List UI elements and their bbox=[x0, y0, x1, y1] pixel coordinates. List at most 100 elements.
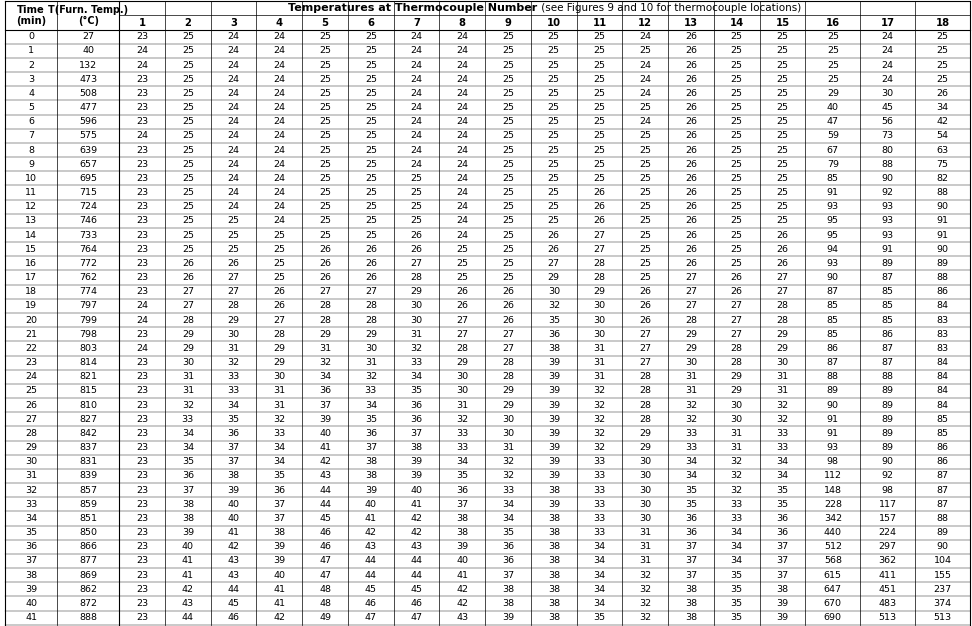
Text: 25: 25 bbox=[731, 217, 743, 225]
Text: 26: 26 bbox=[685, 188, 697, 197]
Text: 15: 15 bbox=[25, 245, 37, 254]
Text: 31: 31 bbox=[594, 372, 606, 381]
Text: 88: 88 bbox=[882, 372, 893, 381]
Text: 31: 31 bbox=[456, 401, 469, 409]
Text: 86: 86 bbox=[882, 330, 893, 339]
Text: 39: 39 bbox=[364, 486, 377, 495]
Text: 33: 33 bbox=[227, 372, 240, 381]
Text: 24: 24 bbox=[227, 160, 239, 169]
Text: 3: 3 bbox=[28, 74, 34, 84]
Text: 87: 87 bbox=[882, 273, 893, 282]
Text: 40: 40 bbox=[273, 571, 286, 580]
Text: 31: 31 bbox=[182, 386, 193, 396]
Text: 30: 30 bbox=[502, 429, 514, 438]
Text: 24: 24 bbox=[410, 89, 423, 98]
Text: 85: 85 bbox=[827, 330, 839, 339]
Text: 803: 803 bbox=[80, 344, 97, 353]
Text: 25: 25 bbox=[25, 386, 37, 396]
Text: 25: 25 bbox=[731, 259, 743, 268]
Text: 39: 39 bbox=[227, 486, 240, 495]
Text: 28: 28 bbox=[410, 273, 423, 282]
Text: 38: 38 bbox=[685, 613, 697, 622]
Text: 25: 25 bbox=[731, 131, 743, 140]
Text: 25: 25 bbox=[937, 32, 949, 41]
Text: 27: 27 bbox=[640, 344, 651, 353]
Text: 31: 31 bbox=[594, 358, 606, 367]
Text: 31: 31 bbox=[777, 372, 788, 381]
Text: 29: 29 bbox=[777, 330, 788, 339]
Text: 40: 40 bbox=[83, 46, 94, 55]
Text: 38: 38 bbox=[548, 486, 560, 495]
Text: 23: 23 bbox=[136, 457, 148, 466]
Text: 25: 25 bbox=[731, 89, 743, 98]
Text: 84: 84 bbox=[937, 301, 949, 310]
Text: 95: 95 bbox=[827, 230, 839, 240]
Text: 30: 30 bbox=[502, 415, 514, 424]
Text: 25: 25 bbox=[503, 160, 514, 169]
Text: 24: 24 bbox=[227, 131, 239, 140]
Text: 30: 30 bbox=[594, 330, 606, 339]
Text: 24: 24 bbox=[273, 145, 286, 155]
Text: 411: 411 bbox=[879, 571, 897, 580]
Text: 85: 85 bbox=[882, 301, 893, 310]
Text: 27: 27 bbox=[731, 316, 743, 325]
Text: 36: 36 bbox=[410, 415, 423, 424]
Text: 34: 34 bbox=[777, 471, 788, 481]
Text: 24: 24 bbox=[456, 74, 469, 84]
Text: 38: 38 bbox=[548, 557, 560, 565]
Text: 25: 25 bbox=[594, 46, 606, 55]
Text: 31: 31 bbox=[685, 372, 697, 381]
Text: 26: 26 bbox=[319, 245, 331, 254]
Text: 25: 25 bbox=[227, 230, 239, 240]
Text: 32: 32 bbox=[594, 429, 606, 438]
Text: 26: 26 bbox=[182, 273, 193, 282]
Text: 25: 25 bbox=[777, 89, 788, 98]
Text: 35: 35 bbox=[777, 500, 788, 509]
Text: 63: 63 bbox=[937, 145, 949, 155]
Text: 690: 690 bbox=[824, 613, 842, 622]
Text: 25: 25 bbox=[640, 103, 651, 112]
Text: 513: 513 bbox=[933, 613, 952, 622]
Text: 15: 15 bbox=[776, 18, 789, 28]
Text: 93: 93 bbox=[882, 202, 894, 211]
Text: 31: 31 bbox=[319, 344, 331, 353]
Text: 24: 24 bbox=[227, 61, 239, 69]
Text: 90: 90 bbox=[827, 273, 839, 282]
Text: 21: 21 bbox=[25, 330, 37, 339]
Text: 27: 27 bbox=[273, 316, 286, 325]
Text: 7: 7 bbox=[28, 131, 34, 140]
Text: 27: 27 bbox=[548, 259, 560, 268]
Text: 32: 32 bbox=[640, 613, 651, 622]
Text: 25: 25 bbox=[503, 131, 514, 140]
Text: 29: 29 bbox=[25, 443, 37, 452]
Text: 224: 224 bbox=[879, 528, 897, 537]
Text: 14: 14 bbox=[730, 18, 744, 28]
Text: 10: 10 bbox=[547, 18, 561, 28]
Text: 33: 33 bbox=[685, 443, 697, 452]
Text: 38: 38 bbox=[364, 471, 377, 481]
Text: 27: 27 bbox=[25, 415, 37, 424]
Text: 746: 746 bbox=[80, 217, 97, 225]
Text: 39: 39 bbox=[777, 613, 788, 622]
Text: 615: 615 bbox=[824, 571, 842, 580]
Text: 37: 37 bbox=[685, 557, 697, 565]
Text: 24: 24 bbox=[456, 217, 469, 225]
Text: 25: 25 bbox=[182, 117, 193, 126]
Text: 24: 24 bbox=[227, 46, 239, 55]
Text: 25: 25 bbox=[594, 89, 606, 98]
Text: 92: 92 bbox=[882, 471, 893, 481]
Text: 32: 32 bbox=[594, 386, 606, 396]
Text: 23: 23 bbox=[136, 32, 148, 41]
Text: 821: 821 bbox=[80, 372, 97, 381]
Text: 0: 0 bbox=[28, 32, 34, 41]
Text: 25: 25 bbox=[227, 245, 239, 254]
Text: 87: 87 bbox=[827, 358, 839, 367]
Text: 25: 25 bbox=[182, 103, 193, 112]
Text: 16: 16 bbox=[25, 259, 37, 268]
Text: 37: 37 bbox=[227, 443, 240, 452]
Text: 24: 24 bbox=[25, 372, 37, 381]
Text: 35: 35 bbox=[364, 415, 377, 424]
Text: 27: 27 bbox=[456, 330, 469, 339]
Text: 24: 24 bbox=[227, 174, 239, 183]
Text: 26: 26 bbox=[640, 287, 651, 296]
